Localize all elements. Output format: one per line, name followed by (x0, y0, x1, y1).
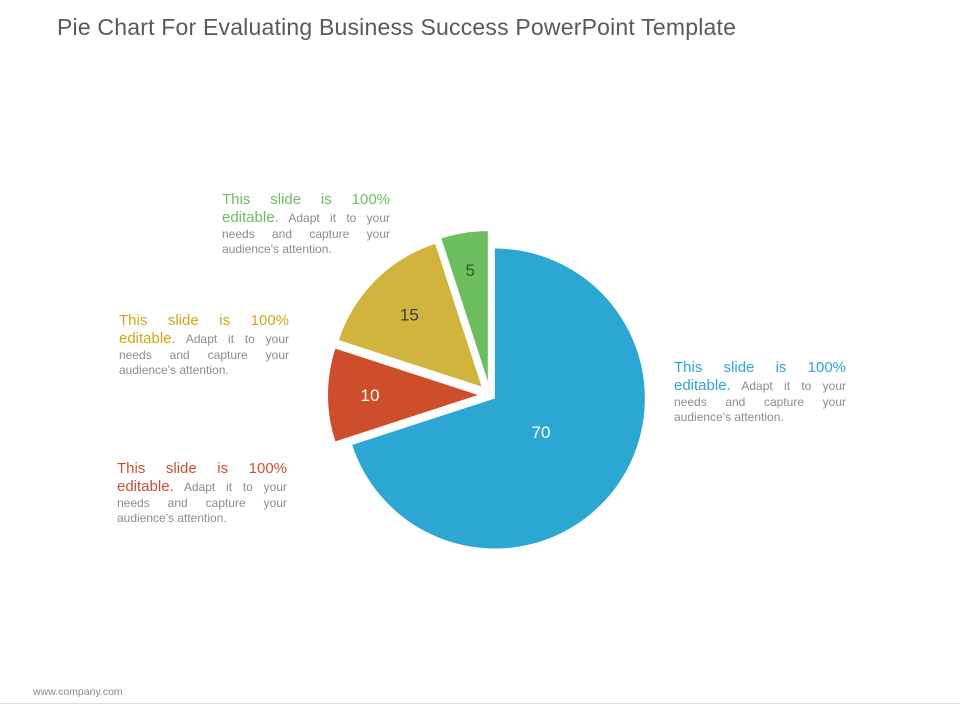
callout-body: Adapt it to your needs and capture your … (119, 332, 290, 377)
callout-blue: This slide is 100% editable. Adapt it to… (674, 358, 846, 426)
callout-heading-line1: This slide is 100% (117, 460, 287, 477)
callout-text: This slide is 100% editable. Adapt it to… (117, 459, 287, 527)
pie-slice-70 (352, 248, 645, 549)
callout-red: This slide is 100% editable. Adapt it to… (117, 459, 287, 527)
pie-slice-label: 70 (532, 423, 551, 442)
callout-body: Adapt it to your needs and capture your … (674, 379, 847, 424)
callout-green: This slide is 100% editable. Adapt it to… (222, 190, 390, 258)
pie-slice-15 (338, 243, 482, 387)
pie-slice-label: 15 (400, 305, 419, 324)
callout-heading-line2: editable. (674, 377, 731, 394)
page-title: Pie Chart For Evaluating Business Succes… (57, 14, 737, 40)
callout-body: Adapt it to your needs and capture your … (117, 480, 288, 525)
pie-slice-label: 5 (465, 261, 474, 280)
callout-body: Adapt it to your needs and capture your … (222, 211, 391, 256)
callout-text: This slide is 100% editable. Adapt it to… (222, 190, 390, 258)
bottom-divider (0, 703, 960, 704)
callout-heading-line1: This slide is 100% (674, 359, 846, 376)
callout-heading-line1: This slide is 100% (119, 312, 289, 329)
company-url: www.company.com (33, 686, 123, 698)
callout-heading-line1: This slide is 100% (222, 191, 390, 208)
callout-text: This slide is 100% editable. Adapt it to… (119, 311, 289, 379)
callout-text: This slide is 100% editable. Adapt it to… (674, 358, 846, 426)
pie-slice-10 (328, 348, 478, 442)
callout-yellow: This slide is 100% editable. Adapt it to… (119, 311, 289, 379)
callout-heading-line2: editable. (119, 330, 176, 347)
pie-slice-5 (441, 231, 488, 382)
pie-slice-label: 10 (361, 386, 380, 405)
callout-heading-line2: editable. (117, 478, 174, 495)
callout-heading-line2: editable. (222, 209, 279, 226)
